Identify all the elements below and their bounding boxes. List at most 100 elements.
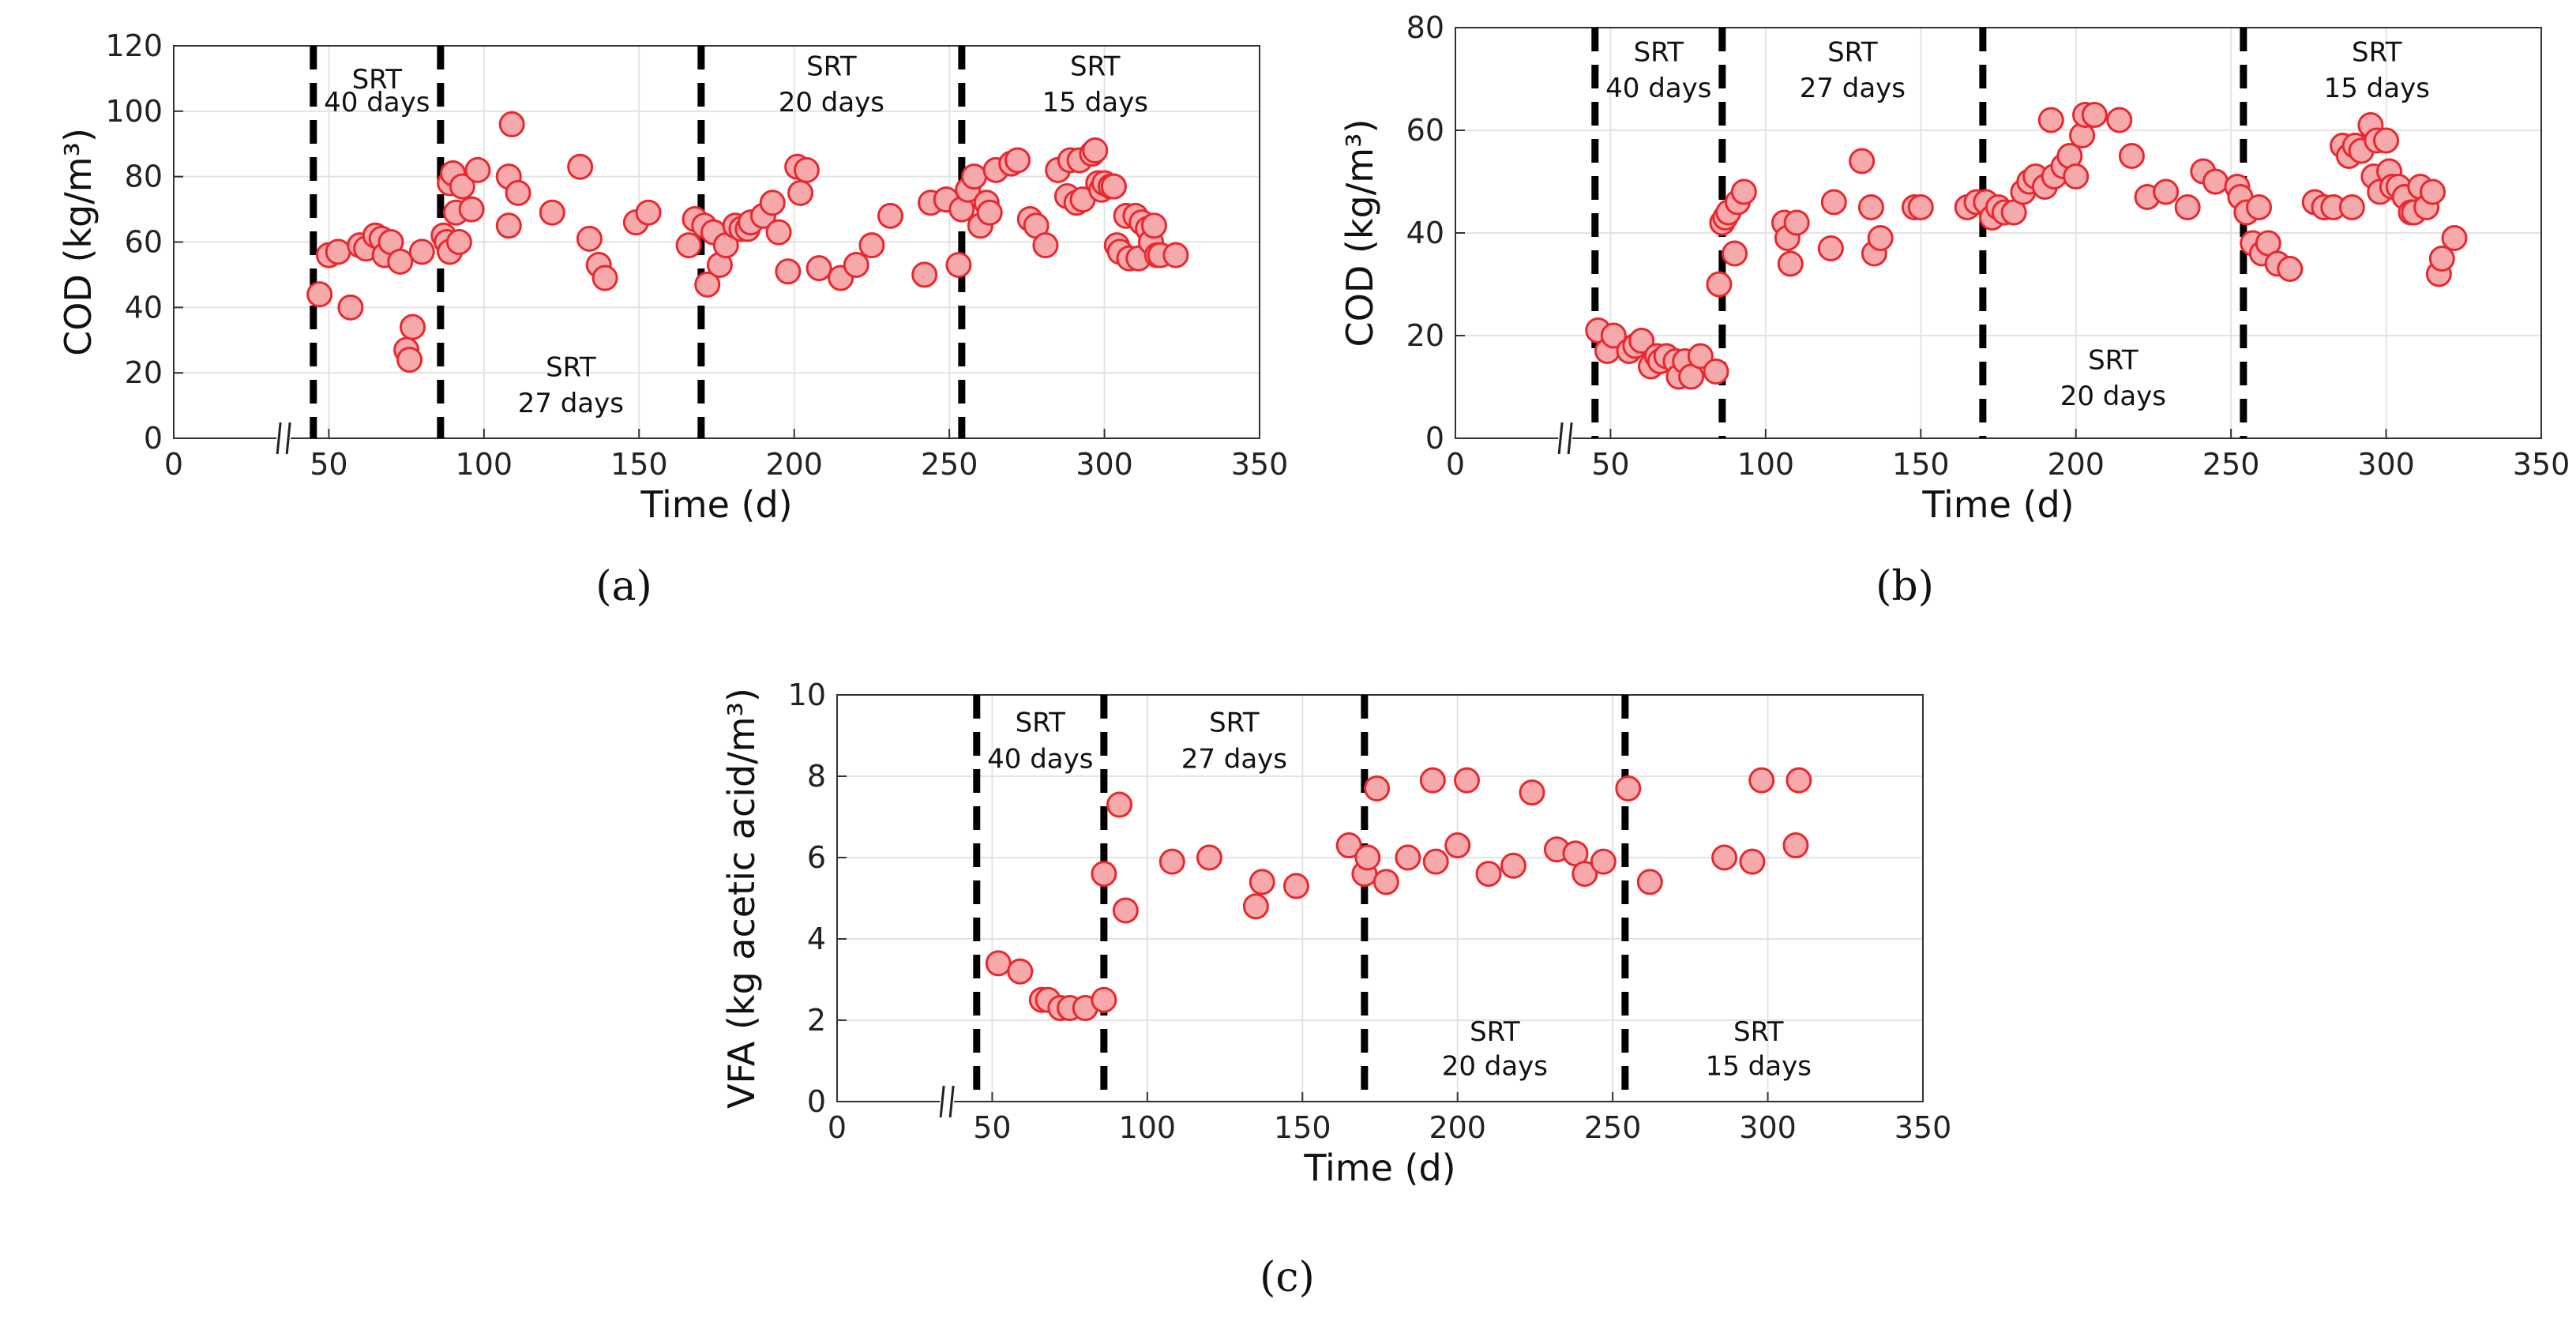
data-point — [306, 281, 333, 308]
data-point — [1354, 844, 1381, 871]
data-point — [1100, 173, 1127, 200]
x-tick-label: 150 — [1274, 1110, 1331, 1145]
data-point — [1140, 212, 1167, 239]
srt-label-title: SRT — [1733, 1016, 1784, 1048]
y-tick-label: 2 — [807, 1003, 826, 1038]
data-point — [2428, 246, 2455, 272]
srt-label-title: SRT — [1070, 51, 1121, 82]
data-point — [591, 265, 618, 291]
data-point — [675, 232, 702, 259]
chart-a: 0 50 100 150 200 250 300 350 0 20 40 60 80 100 120 Time… — [57, 28, 1288, 610]
axis-break-mark — [1567, 422, 1573, 455]
srt-label-days: 27 days — [1181, 744, 1287, 775]
data-point — [408, 238, 435, 265]
data-point — [1007, 958, 1034, 985]
x-tick-label: 200 — [1429, 1110, 1486, 1145]
data-point — [2277, 256, 2304, 282]
x-tick-label: 300 — [1739, 1110, 1797, 1145]
data-point — [1867, 225, 1894, 251]
x-tick-label: 150 — [1892, 447, 1950, 482]
y-tick-label: 20 — [1406, 318, 1444, 353]
data-point — [1364, 775, 1391, 802]
data-point — [976, 199, 1003, 226]
srt-label-title: SRT — [1470, 1016, 1520, 1048]
data-point — [793, 156, 820, 183]
data-point — [1777, 250, 1804, 277]
data-point — [387, 248, 414, 275]
y-tick-label: 60 — [125, 225, 163, 260]
data-point — [567, 153, 594, 180]
x-tick-label: 0 — [828, 1110, 847, 1145]
x-tick-label: 250 — [921, 447, 978, 482]
data-point — [1082, 137, 1109, 164]
x-tick-label: 350 — [1231, 447, 1289, 482]
x-axis-title: Time (d) — [640, 483, 792, 526]
srt-label-title: SRT — [806, 51, 857, 82]
data-point — [2174, 194, 2201, 220]
data-point — [539, 199, 565, 226]
data-point — [1454, 767, 1480, 794]
panel-label: (c) — [1260, 1254, 1315, 1301]
chart-b: 0 50 100 150 200 250 300 350 0 20 40 60 80 Time (d) CO… — [1339, 10, 2570, 610]
data-point — [1162, 242, 1189, 268]
data-point — [1335, 832, 1362, 859]
x-tick-label: 0 — [164, 447, 183, 482]
y-tick-label: 40 — [1406, 216, 1444, 250]
x-tick-label: 300 — [1076, 447, 1133, 482]
data-point — [2202, 168, 2229, 195]
x-tick-label: 50 — [310, 447, 347, 482]
data-point — [1422, 848, 1449, 875]
data-point — [337, 294, 364, 321]
data-point — [498, 111, 525, 137]
data-point — [1500, 852, 1526, 879]
data-point — [961, 163, 988, 190]
data-point — [1600, 322, 1627, 349]
data-point — [1703, 359, 1729, 385]
data-point — [1722, 240, 1748, 267]
chart-c: 0 50 100 150 200 250 300 350 0 2 4 6 8 10 Time (d) VFA … — [720, 678, 1951, 1301]
data-point — [1091, 861, 1117, 888]
data-point — [396, 347, 423, 374]
srt-label-days: 15 days — [1706, 1051, 1812, 1083]
srt-label-days: 27 days — [1800, 73, 1906, 104]
y-tick-label: 60 — [1406, 113, 1444, 148]
data-point — [945, 251, 972, 278]
x-tick-label: 100 — [1737, 447, 1795, 482]
data-point — [1636, 869, 1663, 895]
srt-label-title: SRT — [1209, 707, 1260, 738]
x-tick-label: 0 — [1446, 447, 1465, 482]
x-axis-title: Time (d) — [1921, 483, 2074, 526]
srt-label-days: 27 days — [518, 388, 624, 419]
srt-label-title: SRT — [1016, 707, 1066, 738]
y-tick-label: 40 — [125, 290, 163, 325]
data-point — [1849, 148, 1876, 175]
y-tick-label: 0 — [807, 1084, 826, 1119]
panel-label: (b) — [1876, 563, 1934, 610]
y-tick-label: 8 — [807, 759, 826, 794]
data-point — [1739, 848, 1766, 875]
data-point — [1628, 328, 1655, 354]
data-point — [445, 229, 472, 255]
data-point — [1817, 235, 1844, 261]
x-tick-label: 350 — [1894, 1110, 1952, 1145]
data-point — [1444, 832, 1471, 859]
data-point — [2373, 127, 2400, 154]
data-point — [2246, 194, 2272, 220]
data-point — [505, 179, 531, 206]
x-tick-label: 50 — [1591, 447, 1629, 482]
axis-break-mark — [1557, 422, 1564, 455]
data-point — [449, 173, 475, 200]
x-tick-label: 100 — [456, 447, 513, 482]
data-point — [911, 261, 938, 288]
data-point — [805, 255, 832, 282]
data-point — [1158, 848, 1185, 875]
srt-label-days: 20 days — [2060, 381, 2166, 412]
y-tick-label: 10 — [788, 678, 826, 712]
data-point — [694, 271, 721, 298]
data-point — [2081, 102, 2108, 128]
srt-label-title: SRT — [1634, 36, 1684, 68]
data-point — [1907, 194, 1934, 220]
data-point — [1782, 832, 1809, 859]
data-point — [1091, 986, 1117, 1013]
